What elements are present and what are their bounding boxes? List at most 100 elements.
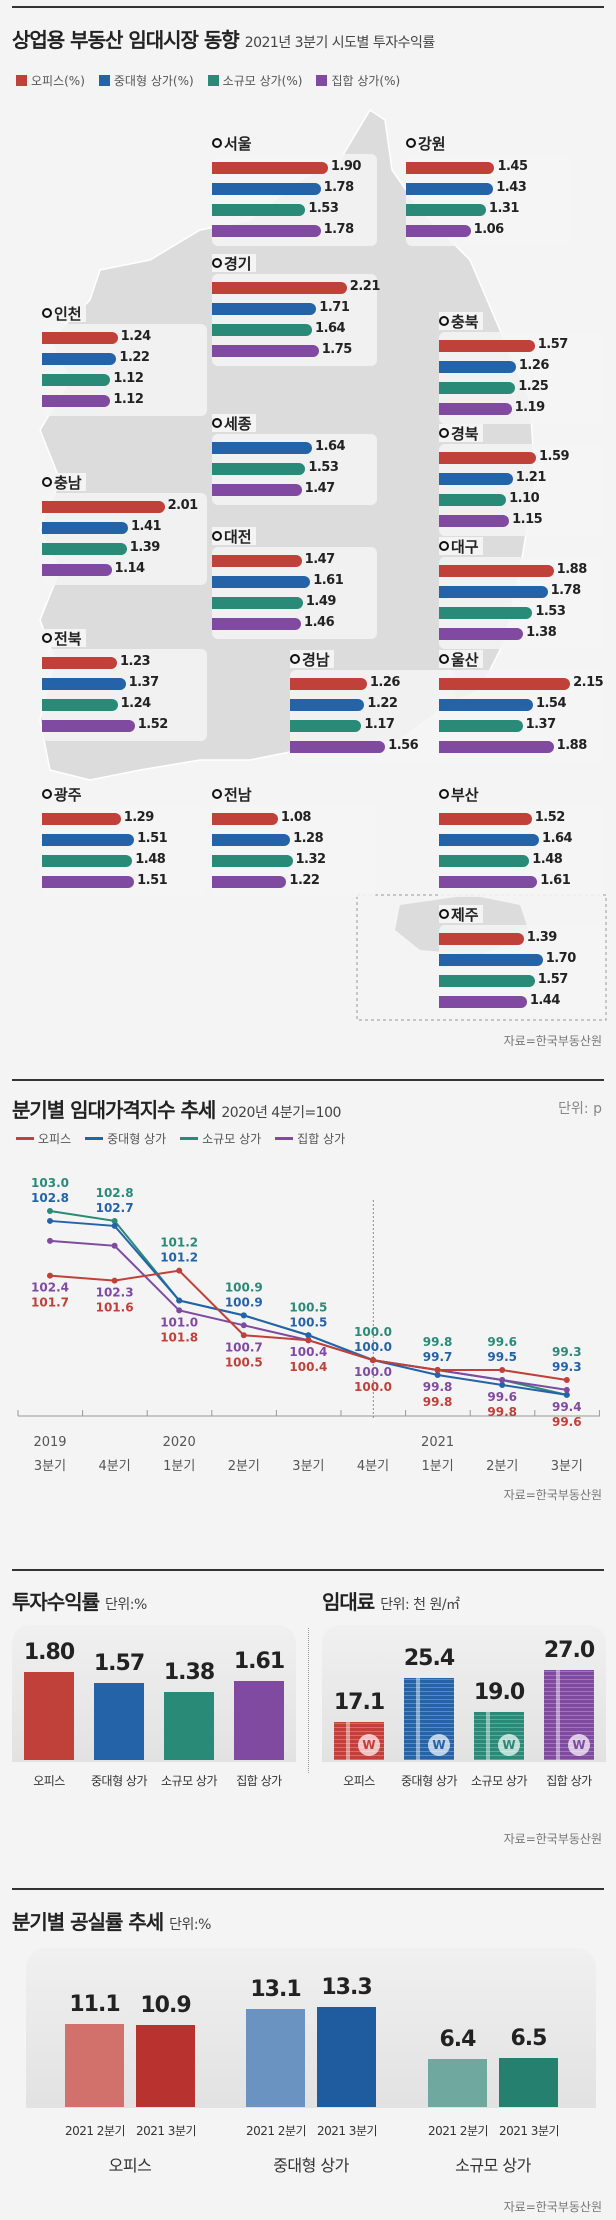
bar-value: 1.39 xyxy=(129,540,161,555)
bar-row-office: 1.57 xyxy=(439,336,598,357)
bar-collective xyxy=(42,876,135,888)
bar-value: 1.54 xyxy=(535,696,567,711)
section1-legend: 오피스(%) 중대형 상가(%) 소규모 상가(%) 집합 상가(%) xyxy=(16,72,400,89)
vacancy-bar-mid-large-q2 xyxy=(246,2008,305,2107)
bar-mid-large xyxy=(42,522,128,534)
data-label-collective: 100.4 xyxy=(289,1345,327,1359)
bar-small xyxy=(212,597,303,609)
return-bar-small xyxy=(164,1692,214,1760)
region-name: 인천 xyxy=(42,304,86,323)
bar-value: 1.06 xyxy=(473,222,505,237)
region-대구: 대구 1.88 1.78 1.53 1.38 xyxy=(439,537,604,649)
bar-collective xyxy=(212,225,321,237)
bar-value: 1.70 xyxy=(545,951,577,966)
data-label-office: 100.4 xyxy=(289,1360,327,1374)
bar-row-mid-large: 1.64 xyxy=(212,438,371,459)
bar-row-office: 1.08 xyxy=(212,809,371,830)
bar-office xyxy=(439,933,524,945)
bar-mid-large xyxy=(439,834,540,846)
bar-mid-large xyxy=(439,954,543,966)
bar-row-collective: 1.47 xyxy=(212,480,371,501)
section2-subtitle: 2020년 4분기=100 xyxy=(221,1105,341,1121)
data-label-small: 101.2 xyxy=(160,1236,198,1250)
bar-row-collective: 1.61 xyxy=(439,872,598,893)
bar-office xyxy=(42,813,121,825)
region-인천: 인천 1.24 1.22 1.12 1.12 xyxy=(42,304,207,416)
region-bar-group: 1.90 1.78 1.53 1.78 xyxy=(212,154,377,246)
data-label-office: 100.0 xyxy=(354,1380,392,1394)
region-name: 전북 xyxy=(42,629,86,648)
region-대전: 대전 1.47 1.61 1.49 1.46 xyxy=(212,527,377,639)
bar-office xyxy=(439,340,535,352)
bar-value: 1.12 xyxy=(113,392,144,407)
region-name: 경남 xyxy=(290,650,334,669)
x-tick-label-quarter: 4분기 xyxy=(98,1459,130,1474)
x-tick-label-quarter: 1분기 xyxy=(421,1459,453,1474)
region-제주: 제주 1.39 1.70 1.57 1.44 xyxy=(439,905,604,1017)
vacancy-quarter-label: 2021 3분기 xyxy=(316,2124,378,2138)
bar-value: 1.78 xyxy=(323,222,355,237)
bar-value: 1.52 xyxy=(534,810,566,825)
region-name: 충북 xyxy=(439,312,483,331)
bar-row-mid-large: 1.21 xyxy=(439,469,598,490)
x-tick-label-quarter: 4분기 xyxy=(357,1459,389,1474)
region-bar-group: 2.01 1.41 1.39 1.14 xyxy=(42,493,207,585)
region-name: 세종 xyxy=(212,414,256,433)
data-label-collective: 102.4 xyxy=(31,1281,69,1295)
vacancy-title: 분기별 공실률 추세 단위:% xyxy=(12,1910,211,1934)
x-tick-label-quarter: 2분기 xyxy=(486,1459,518,1474)
bar-value: 1.46 xyxy=(304,615,335,630)
legend-item-small: 소규모 상가(%) xyxy=(207,72,302,89)
data-label-mid-large: 99.3 xyxy=(552,1360,582,1374)
bar-small xyxy=(439,494,507,506)
data-label-mid-large: 99.7 xyxy=(423,1350,453,1364)
bar-value: 1.75 xyxy=(321,342,353,357)
region-경기: 경기 2.21 1.71 1.64 1.75 xyxy=(212,254,380,366)
bar-mid-large xyxy=(212,183,321,195)
bar-value: 1.14 xyxy=(114,561,146,576)
bar-value: 1.47 xyxy=(304,481,336,496)
data-label-collective: 99.8 xyxy=(423,1380,453,1394)
region-bar-group: 1.47 1.61 1.49 1.46 xyxy=(212,547,377,639)
vacancy-group-label: 중대형 상가 xyxy=(273,2156,349,2175)
source-note: 자료=한국부동산원 xyxy=(503,1034,602,1048)
source-note: 자료=한국부동산원 xyxy=(503,1832,602,1846)
rent-category-label: 오피스 xyxy=(343,1774,375,1788)
bar-mid-large xyxy=(42,834,135,846)
bar-value: 1.49 xyxy=(305,594,337,609)
data-point-mid-large xyxy=(499,1381,506,1388)
region-충남: 충남 2.01 1.41 1.39 1.14 xyxy=(42,473,207,585)
region-name: 제주 xyxy=(439,905,483,924)
vacancy-quarter-label: 2021 2분기 xyxy=(245,2124,307,2138)
data-point-mid-large xyxy=(47,1217,53,1224)
data-point-office xyxy=(240,1332,247,1339)
data-label-office: 99.6 xyxy=(552,1415,582,1429)
bar-row-mid-large: 1.28 xyxy=(212,830,371,851)
legend-item-collective: 집합 상가 xyxy=(275,1130,345,1147)
bar-value: 1.41 xyxy=(131,519,162,534)
data-label-small: 102.8 xyxy=(96,1186,134,1200)
bar-value: 1.24 xyxy=(120,696,152,711)
region-name: 경기 xyxy=(212,254,256,273)
bar-row-collective: 1.88 xyxy=(439,737,598,758)
rent-value-label: 17.1 xyxy=(333,1690,385,1716)
bar-row-mid-large: 1.64 xyxy=(439,830,598,851)
bar-row-mid-large: 1.54 xyxy=(439,695,598,716)
region-bar-group: 1.57 1.26 1.25 1.19 xyxy=(439,332,604,424)
section2-title: 분기별 임대가격지수 추세 2020년 4분기=100 xyxy=(12,1098,341,1122)
bar-office xyxy=(42,332,118,344)
rent-bar-mid-large: W xyxy=(404,1678,454,1760)
bar-row-small: 1.64 xyxy=(212,320,371,341)
bar-row-mid-large: 1.70 xyxy=(439,950,598,971)
bar-value: 1.51 xyxy=(137,831,168,846)
bar-value: 1.28 xyxy=(293,831,324,846)
bar-mid-large xyxy=(439,361,516,373)
bar-value: 1.44 xyxy=(529,993,561,1008)
data-label-mid-large: 101.2 xyxy=(160,1251,198,1265)
bar-row-small: 1.24 xyxy=(42,695,201,716)
bar-small xyxy=(290,720,362,732)
rent-value-label: 25.4 xyxy=(403,1646,455,1672)
bar-row-small: 1.53 xyxy=(212,459,371,480)
rent-category-label: 집합 상가 xyxy=(546,1774,592,1788)
data-point-collective xyxy=(240,1322,247,1329)
